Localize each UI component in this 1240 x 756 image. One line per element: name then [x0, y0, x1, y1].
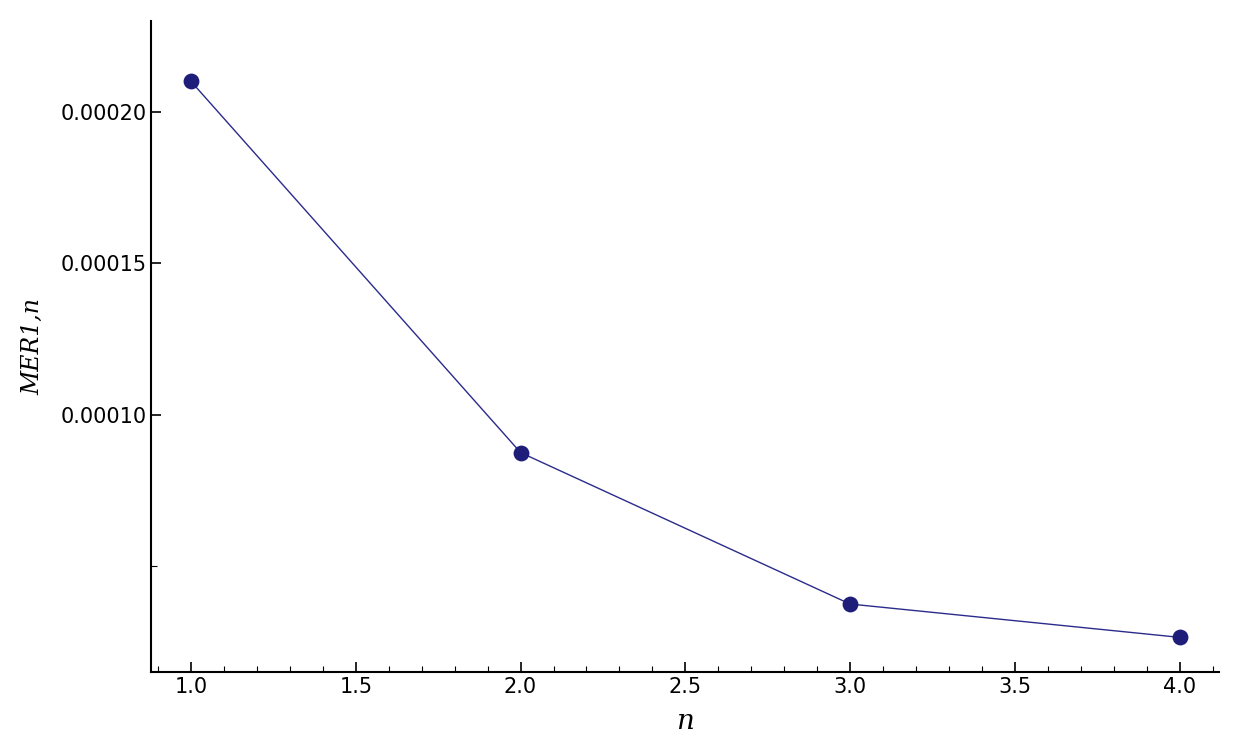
- Y-axis label: MER1,n: MER1,n: [21, 298, 43, 395]
- Point: [511, 447, 531, 459]
- Point: [841, 598, 861, 610]
- X-axis label: n: n: [676, 708, 694, 735]
- Point: [1169, 631, 1189, 643]
- Point: [181, 76, 201, 88]
